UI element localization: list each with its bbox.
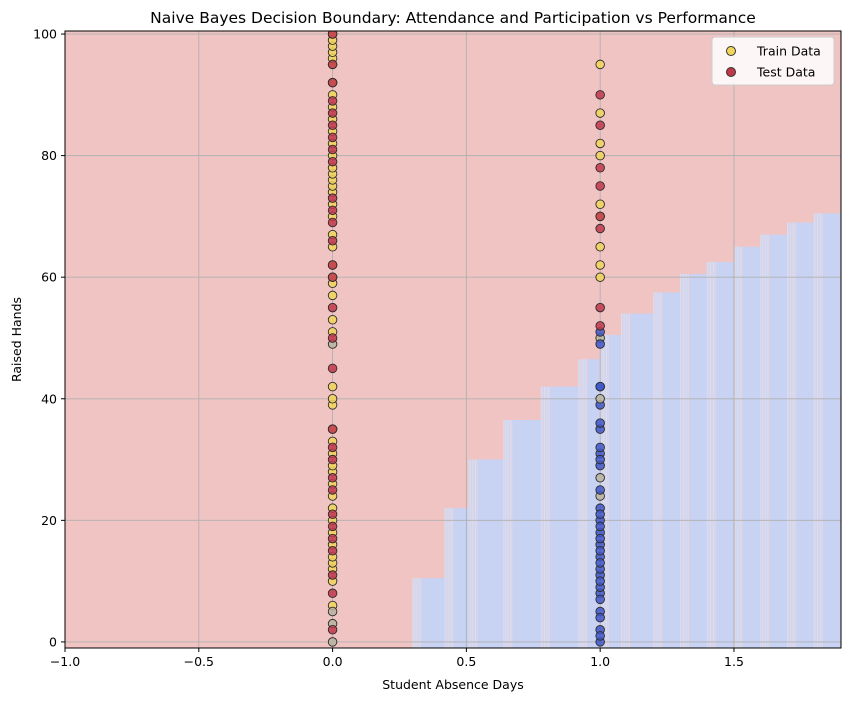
test-point	[595, 211, 605, 222]
test-point	[327, 31, 338, 39]
test-point	[327, 77, 338, 88]
test-point	[327, 570, 338, 580]
test-point	[327, 96, 338, 106]
test-point	[327, 156, 338, 167]
train-point	[327, 394, 338, 404]
train-point	[595, 138, 605, 149]
test-point	[327, 108, 338, 118]
train-point	[595, 150, 605, 161]
test-point	[595, 339, 605, 349]
train-point	[595, 108, 605, 118]
test-point	[595, 418, 605, 428]
y-tick-label: 40	[41, 391, 57, 406]
test-point	[595, 120, 605, 130]
x-axis-ticks: −1.0 −0.5 0.0 0.5 1.0 1.5	[50, 648, 744, 669]
test-point	[595, 558, 605, 568]
test-point	[595, 576, 605, 586]
train-point	[595, 473, 605, 483]
legend: Train Data Test Data	[711, 36, 835, 86]
test-point	[327, 424, 338, 434]
test-point	[595, 594, 605, 605]
train-point	[327, 290, 338, 301]
test-point	[327, 485, 338, 495]
test-point	[327, 217, 338, 228]
test-point	[595, 612, 605, 623]
test-point	[595, 442, 605, 453]
plot-area	[64, 30, 842, 649]
test-point	[595, 454, 605, 465]
x-tick-label: 1.0	[590, 654, 610, 669]
test-point	[595, 223, 605, 234]
test-point	[327, 509, 338, 520]
train-point	[595, 242, 605, 252]
test-point	[327, 193, 338, 203]
test-point	[327, 132, 338, 143]
y-axis-ticks: 0 20 40 60 80 100	[33, 27, 65, 649]
train-point	[327, 381, 338, 392]
train-point	[327, 314, 338, 325]
test-point	[327, 545, 338, 556]
test-point	[327, 363, 338, 374]
test-point	[595, 321, 605, 331]
test-point	[327, 144, 338, 155]
x-tick-label: −1.0	[50, 654, 80, 669]
x-tick-label: 0.0	[323, 654, 343, 669]
y-tick-label: 0	[49, 634, 57, 649]
y-tick-label: 100	[33, 27, 57, 42]
x-axis-label: Student Absence Days	[382, 677, 524, 692]
test-point	[327, 521, 338, 532]
train-point	[595, 394, 605, 404]
plot-frame	[64, 30, 842, 649]
test-point	[595, 533, 605, 544]
test-point	[327, 625, 338, 635]
test-point	[327, 533, 338, 544]
test-point	[595, 302, 605, 313]
test-point	[595, 381, 605, 392]
train-point	[595, 260, 605, 270]
test-point	[595, 163, 605, 173]
test-point	[327, 302, 338, 313]
chart-title: Naive Bayes Decision Boundary: Attendanc…	[150, 9, 756, 27]
test-point	[327, 588, 338, 599]
test-point	[327, 473, 338, 483]
test-point	[595, 521, 605, 532]
test-point	[327, 442, 338, 453]
test-point	[327, 454, 338, 465]
train-point	[595, 59, 605, 70]
test-point	[327, 606, 338, 617]
x-tick-label: 0.5	[456, 654, 476, 669]
test-point	[327, 272, 338, 282]
y-tick-label: 80	[41, 148, 57, 163]
legend-train-label: Train Data	[756, 44, 821, 59]
y-axis-label: Raised Hands	[9, 297, 24, 382]
train-point	[327, 637, 338, 647]
legend-box	[711, 36, 835, 86]
test-point	[595, 545, 605, 556]
test-point	[327, 260, 338, 270]
test-point	[327, 205, 338, 216]
series-test	[327, 31, 605, 641]
test-point	[327, 120, 338, 130]
test-point	[595, 509, 605, 520]
test-point	[327, 333, 338, 343]
y-tick-label: 60	[41, 270, 57, 285]
test-point	[595, 631, 605, 641]
train-point	[595, 199, 605, 209]
train-point	[595, 485, 605, 495]
legend-test-label: Test Data	[756, 65, 815, 80]
test-point	[327, 235, 338, 246]
legend-train-marker	[726, 46, 736, 56]
test-point	[595, 90, 605, 100]
y-tick-label: 20	[41, 513, 57, 528]
x-tick-label: −0.5	[184, 654, 214, 669]
legend-test-marker	[726, 67, 736, 77]
train-point	[595, 272, 605, 282]
test-point	[595, 181, 605, 191]
test-point	[327, 59, 338, 70]
x-tick-label: 1.5	[724, 654, 744, 669]
